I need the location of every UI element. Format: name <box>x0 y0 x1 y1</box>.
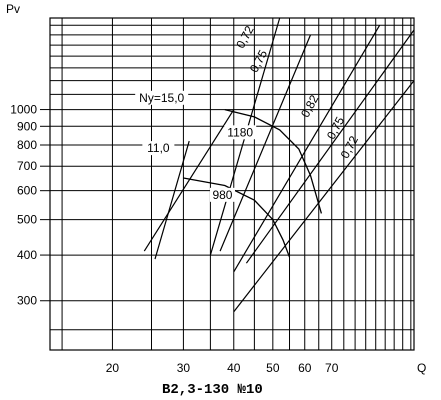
y-tick-label: 700 <box>17 159 37 173</box>
y-tick-label: 400 <box>17 248 37 262</box>
fan-line <box>233 80 415 313</box>
fan-lines <box>143 17 415 313</box>
curve-label-bg <box>135 90 189 105</box>
y-axis-ticks: 300 400 500 600 700 800 900 1000 <box>10 103 50 308</box>
speed-curve <box>224 108 323 214</box>
fan-line <box>219 34 312 252</box>
curve-label: 1180 <box>227 125 253 139</box>
x-tick-label: 20 <box>106 361 120 375</box>
x-axis-label: Q <box>417 361 426 375</box>
y-tick-label: 300 <box>17 294 37 308</box>
curve-label: 11,0 <box>147 141 170 155</box>
plot-frame <box>49 17 415 351</box>
chart-caption: В2,3-130 №10 <box>162 382 263 398</box>
y-tick-label: 1000 <box>10 103 37 117</box>
speed-curves <box>183 108 323 258</box>
y-tick-label: 600 <box>17 184 37 198</box>
y-tick-label: 800 <box>17 138 37 152</box>
fan-line <box>154 140 190 260</box>
speed-curve <box>183 177 291 258</box>
curve-label-bg <box>142 141 175 156</box>
curve-label: 0,72 <box>233 23 256 50</box>
fan-line <box>233 24 381 273</box>
x-tick-label: 40 <box>227 361 241 375</box>
curve-label-bg <box>209 187 235 202</box>
y-axis-label: Pv <box>6 2 20 16</box>
x-axis-ticks: 20 30 40 50 60 70 <box>106 361 339 375</box>
curve-label-bg <box>224 125 257 140</box>
fan-line <box>143 109 235 252</box>
fan-line <box>245 29 415 264</box>
x-tick-label: 70 <box>325 361 339 375</box>
curve-label: 0,82 <box>298 92 321 119</box>
x-tick-label: 60 <box>298 361 312 375</box>
y-tick-label: 900 <box>17 119 37 133</box>
x-tick-label: 30 <box>177 361 191 375</box>
grid <box>49 17 415 351</box>
x-tick-label: 50 <box>266 361 280 375</box>
curve-label: 0,72 <box>338 133 361 160</box>
curve-label: 980 <box>212 188 232 202</box>
curve-label: Ny=15,0 <box>139 91 184 105</box>
y-tick-label: 500 <box>17 213 37 227</box>
